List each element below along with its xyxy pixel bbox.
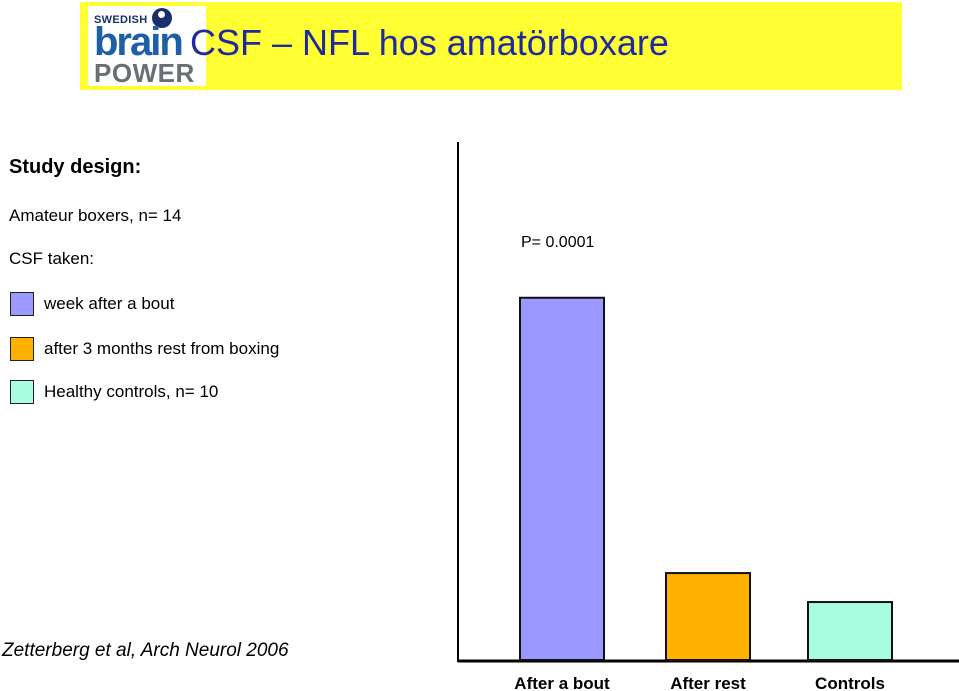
- legend-label: week after a bout: [44, 294, 175, 313]
- title-banner: SWEDISH brain POWER: [80, 2, 902, 90]
- bars-group: [519, 296, 893, 661]
- brain-power-logo: SWEDISH brain POWER: [88, 6, 206, 86]
- boxers-count: Amateur boxers, n= 14: [9, 206, 182, 225]
- citation: Zetterberg et al, Arch Neurol 2006: [2, 640, 289, 661]
- legend-swatch: [10, 380, 34, 404]
- slide-title: CSF – NFL hos amatörboxare: [190, 22, 669, 63]
- bar-after-rest: [665, 572, 751, 661]
- logo-text-brain: brain: [94, 20, 184, 64]
- legend-swatch: [10, 337, 34, 361]
- logo-text-power: POWER: [94, 58, 195, 88]
- bar-controls: [807, 601, 893, 661]
- x-tick-labels-group: After a bout After rest Controls: [514, 674, 885, 691]
- legend-swatch: [10, 292, 34, 316]
- logo-text-swedish: SWEDISH: [94, 14, 148, 26]
- bar-after-a-bout: [519, 296, 605, 661]
- csf-taken-label: CSF taken:: [9, 249, 95, 268]
- legend-label: Healthy controls, n= 10: [44, 382, 219, 401]
- legend-label: after 3 months rest from boxing: [44, 339, 280, 358]
- study-design-heading: Study design:: [9, 156, 142, 178]
- x-tick-label: After rest: [670, 674, 746, 691]
- x-tick-label: After a bout: [514, 674, 610, 691]
- logo-dot-icon: [152, 8, 172, 28]
- x-tick-label: Controls: [815, 674, 885, 691]
- p-value-annotation: P= 0.0001: [521, 234, 595, 251]
